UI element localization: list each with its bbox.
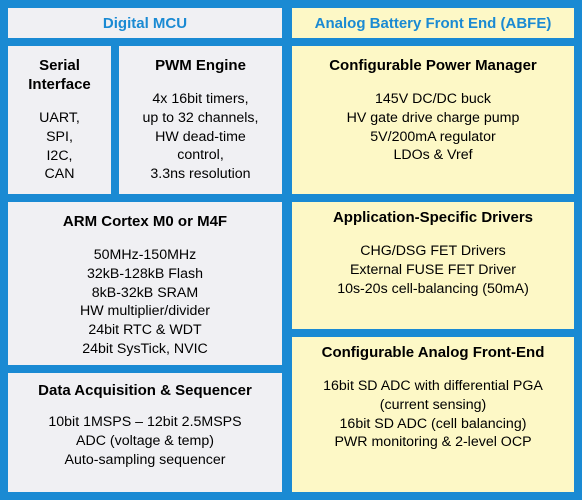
pwm-line-1: 4x 16bit timers, — [152, 91, 249, 107]
pwm-line-4: control, — [177, 147, 224, 164]
drivers-line-3: 10s-20s cell-balancing (50mA) — [337, 280, 529, 297]
daq-title: Data Acquisition & Sequencer — [38, 382, 252, 399]
power-line-1: 145V DC/DC buck — [375, 91, 491, 107]
drivers-title: Application-Specific Drivers — [332, 209, 534, 226]
afe-line-1: 16bit SD ADC with differential PGA — [323, 378, 543, 394]
serial-title-line-2: Interface — [28, 76, 91, 93]
drivers-line-1: CHG/DSG FET Drivers — [360, 243, 506, 259]
daq-line-2: ADC (voltage & temp) — [76, 432, 214, 449]
afe-line-4: PWR monitoring & 2-level OCP — [334, 434, 532, 451]
daq-line-3: Auto-sampling sequencer — [64, 451, 226, 468]
data-acquisition-block: Data Acquisition & Sequencer 10bit 1MSPS… — [8, 373, 282, 492]
pwm-line-2: up to 32 channels, — [142, 109, 259, 126]
drivers-line-2: External FUSE FET Driver — [349, 261, 517, 278]
afe-line-2: (current sensing) — [379, 396, 487, 413]
cpu-line-4: HW multiplier/divider — [79, 303, 211, 320]
power-manager-block: Configurable Power Manager 145V DC/DC bu… — [292, 46, 574, 194]
arm-cortex-block: ARM Cortex M0 or M4F 50MHz-150MHz 32kB-1… — [8, 202, 282, 365]
power-line-3: 5V/200mA regulator — [370, 128, 496, 145]
abfe-header-label: Analog Battery Front End (ABFE) — [314, 14, 552, 32]
cpu-line-1: 50MHz-150MHz — [93, 247, 197, 263]
serial-can: CAN — [44, 166, 75, 183]
cpu-line-6: 24bit SysTick, NVIC — [82, 340, 208, 357]
serial-interface-block: Serial Interface UART, SPI, I2C, CAN — [8, 46, 111, 194]
serial-title-line-1: Serial — [39, 57, 80, 74]
power-title: Configurable Power Manager — [329, 57, 537, 74]
serial-i2c: I2C, — [46, 147, 73, 164]
power-line-4: LDOs & Vref — [393, 147, 473, 164]
power-line-2: HV gate drive charge pump — [346, 109, 520, 126]
pwm-line-3: HW dead-time — [155, 128, 246, 145]
abfe-header: Analog Battery Front End (ABFE) — [292, 8, 574, 38]
cpu-line-5: 24bit RTC & WDT — [88, 322, 202, 339]
cpu-line-3: 8kB-32kB SRAM — [91, 284, 199, 301]
digital-mcu-header-label: Digital MCU — [102, 14, 188, 32]
afe-title: Configurable Analog Front-End — [321, 344, 545, 361]
analog-front-end-block: Configurable Analog Front-End 16bit SD A… — [292, 337, 574, 492]
daq-line-1: 10bit 1MSPS – 12bit 2.5MSPS — [48, 414, 242, 430]
serial-uart: UART, — [39, 110, 80, 126]
pwm-line-5: 3.3ns resolution — [150, 166, 251, 183]
pwm-title: PWM Engine — [155, 57, 246, 74]
serial-spi: SPI, — [46, 128, 73, 145]
pwm-engine-block: PWM Engine 4x 16bit timers, up to 32 cha… — [119, 46, 282, 194]
cpu-title: ARM Cortex M0 or M4F — [62, 213, 228, 230]
app-drivers-block: Application-Specific Drivers CHG/DSG FET… — [292, 202, 574, 329]
digital-mcu-header: Digital MCU — [8, 8, 282, 38]
afe-line-3: 16bit SD ADC (cell balancing) — [339, 415, 527, 432]
cpu-line-2: 32kB-128kB Flash — [87, 265, 203, 282]
